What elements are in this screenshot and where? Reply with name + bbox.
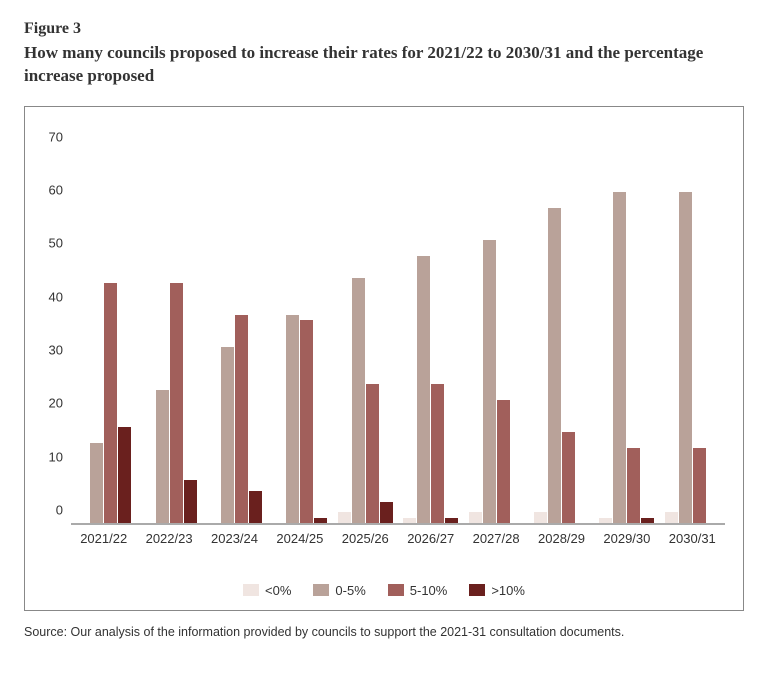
bar-group	[338, 278, 393, 523]
bar	[221, 347, 234, 523]
y-tick: 30	[49, 342, 63, 357]
x-label: 2029/30	[603, 531, 650, 546]
bar-group	[599, 192, 654, 523]
legend-item: 0-5%	[313, 583, 365, 598]
chart-frame: 010203040506070 2021/222022/232023/24202…	[24, 106, 744, 611]
bar	[90, 443, 103, 523]
bar	[599, 518, 612, 523]
bar	[170, 283, 183, 523]
legend-label: 0-5%	[335, 583, 365, 598]
bar	[483, 240, 496, 523]
figure-title: How many councils proposed to increase t…	[24, 42, 724, 88]
figure-label: Figure 3	[24, 20, 744, 38]
bar	[235, 315, 248, 523]
bar	[249, 491, 262, 523]
bar	[286, 315, 299, 523]
bar-group	[469, 240, 524, 523]
y-axis: 0 10 20 30 40 50 60 70	[39, 125, 67, 525]
bar-group	[272, 315, 327, 523]
bar	[445, 518, 458, 523]
x-label: 2027/28	[473, 531, 520, 546]
bar-group	[665, 192, 720, 523]
bar	[104, 283, 117, 523]
x-label: 2028/29	[538, 531, 585, 546]
x-label: 2026/27	[407, 531, 454, 546]
bar-group	[534, 208, 589, 523]
y-tick: 10	[49, 449, 63, 464]
y-tick: 70	[49, 129, 63, 144]
legend-label: 5-10%	[410, 583, 448, 598]
source-note: Source: Our analysis of the information …	[24, 625, 744, 639]
legend-item: <0%	[243, 583, 291, 598]
legend-label: <0%	[265, 583, 291, 598]
legend-item: 5-10%	[388, 583, 448, 598]
legend-label: >10%	[491, 583, 525, 598]
chart-area: 010203040506070 2021/222022/232023/24202…	[39, 125, 729, 565]
bar	[534, 512, 547, 523]
bar-group	[207, 315, 262, 523]
bar	[497, 400, 510, 523]
plot-area	[71, 125, 725, 525]
bar	[314, 518, 327, 523]
bar	[679, 192, 692, 523]
bar	[693, 448, 706, 523]
x-label: 2030/31	[669, 531, 716, 546]
y-tick: 50	[49, 236, 63, 251]
x-label: 2023/24	[211, 531, 258, 546]
y-tick: 60	[49, 182, 63, 197]
bar	[380, 502, 393, 523]
bar	[156, 390, 169, 523]
x-axis: 2021/22 2022/23 2023/24 2024/25 2025/26 2026/…	[71, 525, 725, 565]
bar	[184, 480, 197, 523]
y-tick: 40	[49, 289, 63, 304]
bar	[338, 512, 351, 523]
bar	[548, 208, 561, 523]
bar-group	[76, 283, 131, 523]
bar	[627, 448, 640, 523]
bar-group	[403, 256, 458, 523]
bar-group	[142, 283, 197, 523]
bar	[665, 512, 678, 523]
legend-item: >10%	[469, 583, 525, 598]
y-tick: 20	[49, 396, 63, 411]
bar	[118, 427, 131, 523]
legend: <0% 0-5% 5-10% >10%	[39, 583, 729, 598]
bar	[469, 512, 482, 523]
x-label: 2024/25	[276, 531, 323, 546]
bar	[431, 384, 444, 523]
legend-swatch	[469, 584, 485, 596]
legend-swatch	[313, 584, 329, 596]
bar	[613, 192, 626, 523]
x-label: 2021/22	[80, 531, 127, 546]
bar	[300, 320, 313, 523]
bar	[417, 256, 430, 523]
x-label: 2022/23	[146, 531, 193, 546]
bar	[366, 384, 379, 523]
bar	[403, 518, 416, 523]
legend-swatch	[243, 584, 259, 596]
bar	[352, 278, 365, 523]
y-tick: 0	[56, 502, 63, 517]
x-label: 2025/26	[342, 531, 389, 546]
bar	[641, 518, 654, 523]
legend-swatch	[388, 584, 404, 596]
bar	[562, 432, 575, 523]
